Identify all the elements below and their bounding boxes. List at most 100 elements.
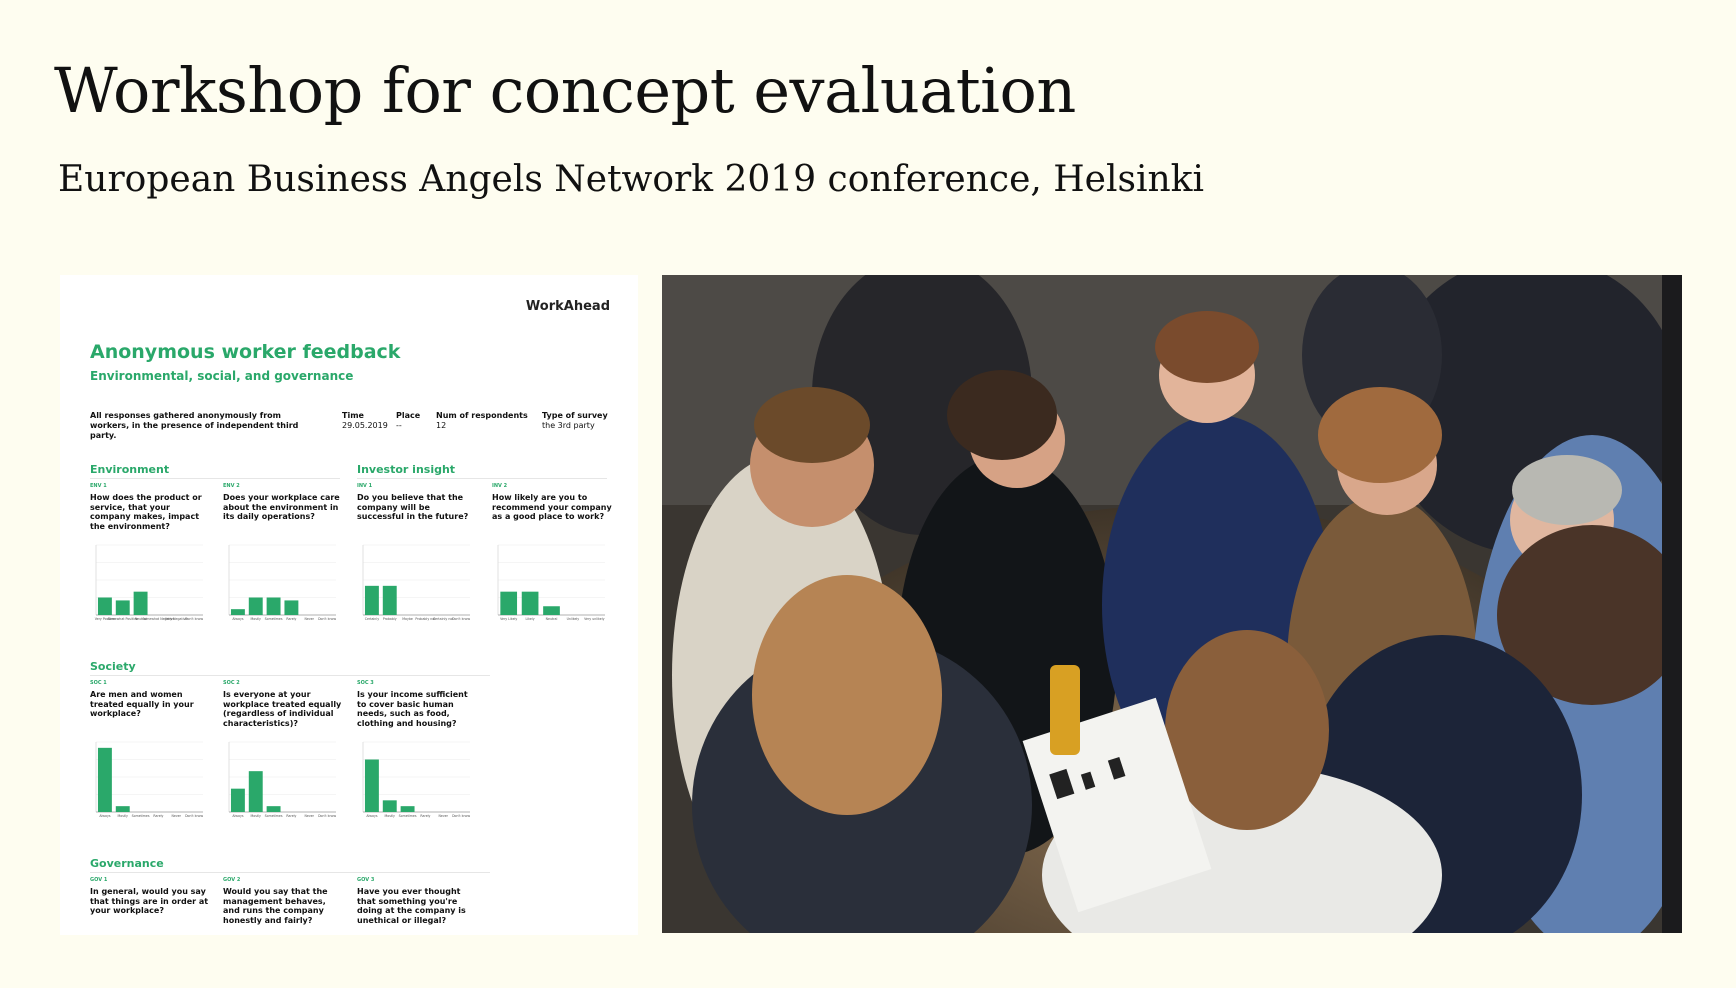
slide-title: Workshop for concept evaluation: [54, 54, 1076, 127]
chart-bar: [266, 597, 281, 615]
chart-category-label: Sometimes: [399, 814, 417, 818]
document-heading: Anonymous worker feedback: [90, 341, 401, 363]
chart-category-label: Don't know: [318, 617, 336, 621]
chart-category-label: Neutral: [135, 617, 147, 621]
question-number: GOV 2: [223, 877, 241, 883]
question-number: SOC 3: [357, 680, 374, 686]
question-number: ENV 2: [223, 483, 240, 489]
question-text: Does your workplace care about the envir…: [223, 493, 340, 522]
chart-category-label: Sometimes: [132, 814, 150, 818]
chart-category-label: Very Positive: [95, 617, 115, 621]
chart-category-label: Probably not: [415, 617, 436, 621]
chart-category-label: Very Likely: [500, 617, 517, 621]
chart-bar: [248, 597, 263, 615]
question-gov-2: GOV 2 Would you say that the management b…: [223, 877, 343, 925]
chart-bar: [382, 585, 397, 615]
chart-category-label: Rarely: [153, 814, 163, 818]
chart-category-label: Rarely: [286, 814, 296, 818]
chart-bar: [543, 606, 560, 615]
chart-soc-3: Always Mostly Sometimes Rarely Never Don't kn…: [362, 741, 470, 818]
question-gov-1: GOV 1 In general, would you say that thin…: [90, 877, 210, 916]
chart-bar: [97, 747, 112, 812]
section-investor-insight: Investor insight: [357, 463, 456, 476]
meta-value: --: [396, 421, 402, 431]
chart-bar: [115, 806, 130, 812]
question-env-1: ENV 1 How does the product or service, th…: [90, 483, 210, 531]
meta-label: Place: [396, 411, 421, 420]
question-text: Would you say that the management behave…: [223, 887, 328, 925]
chart-category-label: Sometimes: [265, 617, 283, 621]
divider: [357, 478, 607, 479]
meta-value: 29.05.2019: [342, 421, 388, 431]
meta-place: Place --: [396, 411, 420, 432]
chart-category-label: Mostly: [251, 814, 261, 818]
chart-soc-2: Always Mostly Sometimes Rarely Never Don't kn…: [228, 741, 336, 818]
section-governance: Governance: [90, 857, 164, 870]
question-number: INV 2: [492, 483, 508, 489]
chart-category-label: Very Negative: [165, 617, 187, 621]
meta-label: Type of survey: [542, 411, 608, 420]
question-text: How does the product or service, that yo…: [90, 493, 202, 531]
chart-bar: [500, 591, 518, 615]
divider: [90, 675, 490, 676]
chart-soc-1: Always Mostly Sometimes Rarely Never Don't kn…: [95, 741, 203, 818]
question-soc-2: SOC 2 Is everyone at your workplace treat…: [223, 680, 343, 728]
chart-category-label: Very unlikely: [584, 617, 604, 621]
question-text: Is everyone at your workplace treated eq…: [223, 690, 342, 728]
chart-category-label: Never: [438, 814, 448, 818]
meta-respondents: Num of respondents 12: [436, 411, 528, 432]
chart-category-label: Maybe: [402, 617, 413, 621]
chart-category-label: Never: [171, 814, 181, 818]
chart-bar: [248, 771, 263, 812]
chart-category-label: Don't know: [185, 617, 203, 621]
meta-value: the 3rd party: [542, 421, 595, 431]
workshop-photo: [662, 275, 1682, 933]
chart-category-label: Likely: [526, 617, 535, 621]
question-inv-2: INV 2 How likely are you to recommend you…: [492, 483, 612, 522]
divider: [90, 478, 340, 479]
chart-category-label: Always: [232, 617, 244, 621]
chart-bar: [230, 788, 245, 812]
question-soc-1: SOC 1 Are men and women treated equally i…: [90, 680, 210, 719]
chart-category-label: Mostly: [118, 814, 128, 818]
chart-category-label: Sometimes: [265, 814, 283, 818]
chart-category-label: Mostly: [385, 814, 395, 818]
question-gov-3: GOV 3 Have you ever thought that somethin…: [357, 877, 477, 925]
question-text: Do you believe that the company will be …: [357, 493, 469, 522]
chart-category-label: Don't know: [452, 814, 470, 818]
chart-category-label: Don't know: [185, 814, 203, 818]
chart-bar: [266, 806, 281, 812]
chart-category-label: Don't know: [452, 617, 470, 621]
chart-category-label: Always: [232, 814, 244, 818]
survey-document: WorkAhead Anonymous worker feedback Envi…: [60, 275, 638, 935]
question-text: Are men and women treated equally in you…: [90, 690, 194, 719]
question-number: GOV 1: [90, 877, 108, 883]
question-text: Have you ever thought that something you…: [357, 887, 466, 925]
workshop-photo-illustration: [662, 275, 1682, 933]
question-text: How likely are you to recommend your com…: [492, 493, 612, 522]
chart-category-label: Neutral: [546, 617, 558, 621]
meta-value: 12: [436, 421, 447, 431]
chart-bar: [400, 806, 415, 812]
section-environment: Environment: [90, 463, 170, 476]
chart-category-label: Always: [99, 814, 111, 818]
chart-category-label: Rarely: [286, 617, 296, 621]
chart-env-2: Always Mostly Sometimes Rarely Never Don't kn…: [228, 544, 336, 621]
chart-bar: [364, 759, 379, 812]
chart-category-label: Somewhat Positive: [108, 617, 138, 621]
section-society: Society: [90, 660, 136, 673]
chart-category-label: Mostly: [251, 617, 261, 621]
chart-category-label: Unlikely: [567, 617, 580, 621]
chart-inv-1: Certainly Probably Maybe Probably notCertai…: [362, 544, 470, 621]
question-number: SOC 1: [90, 680, 107, 686]
chart-inv-2: Very Likely Likely Neutral Unlikely Very unl…: [497, 544, 605, 621]
question-text: In general, would you say that things ar…: [90, 887, 209, 916]
chart-category-label: Certainly not: [433, 617, 454, 621]
question-env-2: ENV 2 Does your workplace care about the …: [223, 483, 343, 522]
chart-bar: [133, 591, 148, 615]
chart-bar: [97, 597, 112, 615]
chart-bar: [230, 609, 245, 615]
chart-category-label: Never: [304, 814, 314, 818]
chart-category-label: Always: [366, 814, 378, 818]
